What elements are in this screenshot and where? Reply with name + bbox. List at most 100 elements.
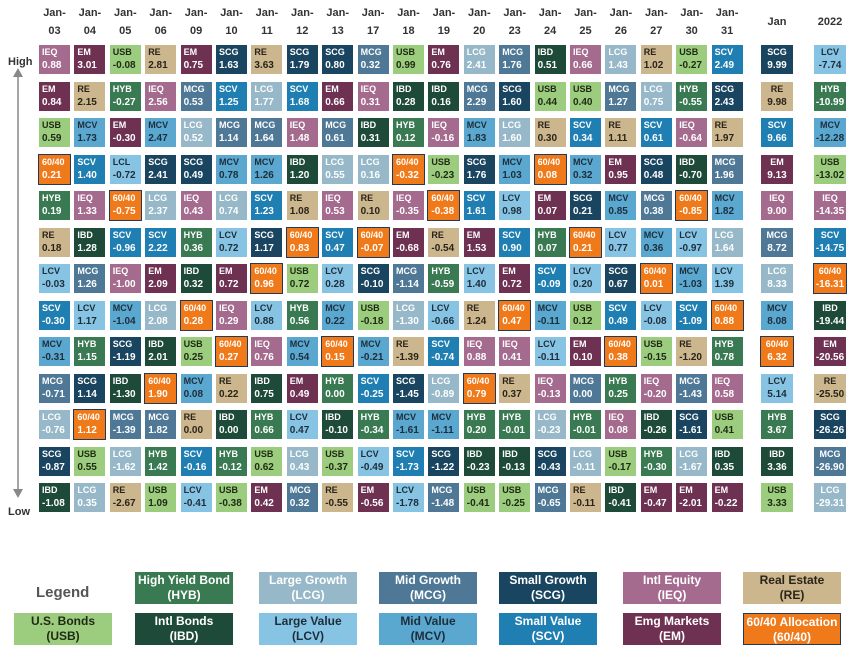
quilt-cell: MCG 1.76 — [498, 44, 532, 75]
quilt-cell: 60/40 0.27 — [215, 336, 248, 367]
quilt-cell: RE -1.39 — [392, 336, 425, 367]
column-header: Jan- 05 — [109, 7, 142, 38]
cell-asset-label: MCG — [643, 193, 665, 203]
cell-asset-label: RE — [714, 120, 728, 130]
cell-asset-label: IEQ — [219, 302, 235, 313]
cell-asset-label: HYB — [183, 229, 203, 240]
cell-asset-label: EM — [325, 83, 339, 94]
quilt-cell: RE 3.63 — [250, 44, 284, 75]
cell-return-value: 0.61 — [325, 133, 345, 144]
cell-return-value: -2.01 — [679, 498, 702, 509]
cell-asset-label: SCV — [608, 302, 627, 313]
cell-asset-label: MCV — [254, 156, 275, 167]
quilt-cell: MCV -1.03 — [675, 263, 709, 294]
cell-return-value: 0.53 — [183, 96, 204, 108]
cell-return-value: 1.24 — [466, 315, 487, 327]
quilt-cell: LCV -0.08 — [639, 299, 673, 331]
cell-asset-label: IBD — [769, 448, 785, 459]
quilt-cell: RE 1.02 — [639, 44, 673, 75]
cell-asset-label: LCG — [219, 193, 238, 203]
cell-return-value: 3.67 — [767, 425, 787, 436]
cell-asset-label: USB — [183, 339, 203, 349]
cell-asset-label: 60/40 — [608, 339, 631, 349]
cell-asset-label: EM — [502, 266, 516, 276]
quilt-cell: LCG 0.16 — [356, 153, 390, 185]
cell-asset-label: USB — [325, 448, 345, 459]
quilt-cell: LCG -0.89 — [427, 372, 461, 404]
cell-return-value: 0.15 — [325, 352, 345, 363]
cell-return-value: -1.67 — [679, 461, 702, 473]
quilt-cell: MCV -1.04 — [108, 299, 142, 331]
quilt-cell: IBD 0.32 — [179, 263, 213, 294]
legend-item-name: Emg Markets — [634, 614, 710, 628]
column-header: Jan- 25 — [569, 7, 602, 38]
cell-return-value: -0.59 — [431, 279, 455, 290]
cell-asset-label: 60/40 — [679, 193, 702, 203]
quilt-cell: SCV 0.34 — [569, 117, 602, 148]
quilt-cell: LCG -1.67 — [675, 445, 709, 477]
cell-return-value: -26.90 — [815, 461, 845, 473]
cell-asset-label: USB — [466, 485, 486, 495]
cell-return-value: -0.15 — [643, 352, 667, 363]
cell-return-value: 0.74 — [219, 206, 239, 217]
quilt-cell: IEQ 0.31 — [356, 80, 390, 112]
cell-asset-label: EM — [573, 339, 587, 349]
column-header: Jan- 06 — [144, 7, 177, 38]
cell-return-value: 9.00 — [767, 206, 787, 217]
cell-asset-label: SCG — [396, 375, 416, 386]
cell-asset-label: IEQ — [360, 83, 377, 94]
cell-return-value: 1.64 — [714, 242, 735, 254]
cell-return-value: -0.71 — [42, 388, 65, 400]
quilt-cell: IBD 0.00 — [215, 409, 248, 440]
quilt-cell: LCG -0.11 — [569, 445, 602, 477]
cell-return-value: 0.22 — [325, 315, 345, 327]
quilt-cell: RE -25.50 — [813, 372, 847, 404]
legend-item: U.S. Bonds (USB) — [14, 613, 112, 645]
cell-return-value: 0.47 — [502, 315, 522, 327]
quilt-cell: SCG 1.17 — [250, 226, 284, 258]
cell-asset-label: SCG — [112, 339, 133, 349]
cell-asset-label: MCV — [820, 120, 840, 130]
cell-return-value: 0.31 — [360, 133, 381, 144]
cell-return-value: -13.02 — [815, 169, 845, 181]
quilt-cell: IEQ 2.56 — [144, 80, 178, 112]
column-header-line: 26 — [614, 25, 628, 37]
cell-return-value: 1.90 — [148, 388, 168, 400]
legend-item-name: U.S. Bonds — [30, 614, 95, 628]
quilt-cell: LCG 0.55 — [321, 153, 355, 185]
cell-return-value: -0.41 — [608, 498, 632, 509]
quilt-cell: SCV -0.25 — [356, 372, 390, 404]
legend-title: Legend — [36, 584, 90, 601]
quilt-cell: USB 0.41 — [710, 409, 744, 440]
quilt-cell: HYB 0.78 — [710, 336, 744, 367]
quilt-cell: MCG 1.14 — [215, 117, 248, 148]
cell-return-value: -0.13 — [502, 461, 525, 473]
cell-asset-label: EM — [608, 156, 622, 167]
column-header-line: 27 — [650, 25, 663, 37]
quilt-cell: SCV -0.74 — [427, 336, 461, 367]
quilt-cell: SCG -1.45 — [392, 372, 425, 404]
cell-asset-label: IBD — [679, 156, 695, 167]
legend-item-code: (HYB) — [167, 588, 201, 602]
cell-return-value: 2.41 — [466, 60, 487, 71]
cell-return-value: 1.15 — [77, 352, 97, 363]
cell-asset-label: MCG — [819, 448, 841, 459]
quilt-cell: SCV 1.25 — [215, 80, 248, 112]
cell-asset-label: MCG — [573, 375, 594, 386]
cell-return-value: -0.49 — [360, 461, 384, 473]
quilt-cell: IEQ 0.29 — [215, 299, 248, 331]
quilt-cell: SCV 0.47 — [321, 226, 355, 258]
cell-asset-label: HYB — [767, 412, 787, 422]
quilt-cell: LCG 1.64 — [710, 226, 744, 258]
cell-return-value: 1.40 — [77, 169, 97, 181]
cell-return-value: 0.36 — [183, 242, 204, 254]
column-header: Jan- 24 — [534, 7, 567, 38]
cell-return-value: 0.88 — [254, 315, 274, 327]
column-header: Jan- 13 — [321, 7, 354, 38]
cell-return-value: 2.15 — [77, 96, 97, 108]
cell-return-value: 1.42 — [148, 461, 168, 473]
cell-return-value: 0.20 — [466, 425, 487, 436]
cell-asset-label: SCG — [431, 448, 451, 459]
cell-asset-label: MCG — [431, 485, 453, 495]
quilt-cell: LCG 0.52 — [179, 117, 213, 148]
